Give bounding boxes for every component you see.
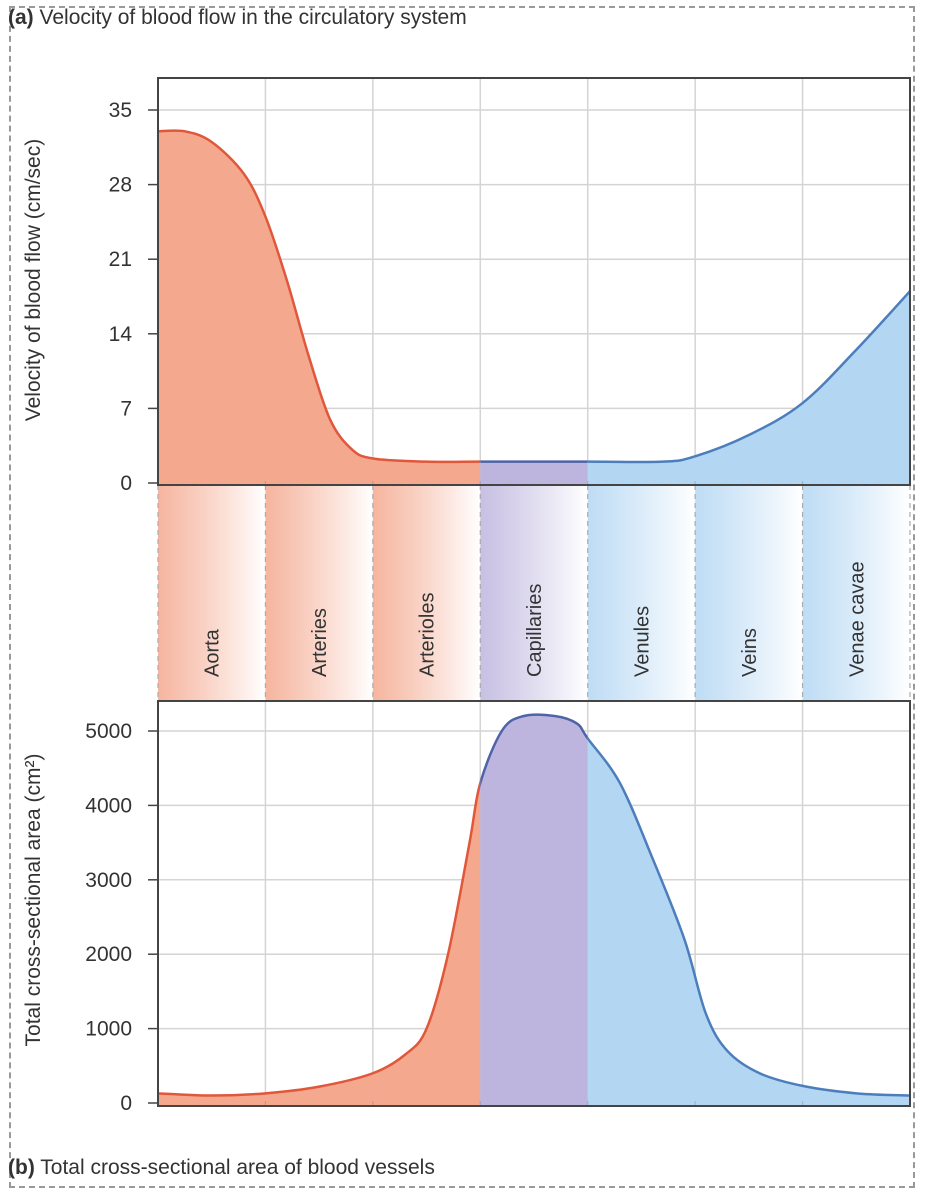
- arterial-area-fill: [158, 130, 481, 485]
- figure-frame: [9, 6, 915, 1188]
- y-tick-label: 4000: [85, 794, 132, 817]
- arterial-curve-line: [158, 778, 481, 1097]
- vessel-band-venules: [587, 485, 696, 701]
- vessel-band-capillaries: [480, 485, 588, 701]
- y-tick-label: 21: [109, 248, 132, 271]
- vessel-label: Venae cavae: [846, 561, 868, 677]
- venous-area-fill: [587, 291, 910, 485]
- y-tick-label: 35: [109, 99, 132, 122]
- plot-border: [157, 700, 911, 1107]
- vessel-band-venae-cavae: [802, 485, 910, 701]
- vessel-band-veins: [695, 485, 803, 701]
- venous-curve-line: [587, 290, 910, 464]
- vessel-label: Aorta: [202, 628, 224, 677]
- y-tick-label: 0: [120, 472, 132, 495]
- velocity-chart: 0 7 14 21 28 35: [109, 77, 911, 495]
- area-y-axis-label: Total cross-sectional area (cm²): [22, 754, 45, 1047]
- arterial-area-fill: [158, 783, 481, 1106]
- vessel-bands: Aorta Arteries Arterioles Capillaries Venule…: [157, 485, 911, 701]
- y-tick-label: 3000: [85, 869, 132, 892]
- vessel-label: Veins: [739, 628, 761, 677]
- vessel-band-arterioles: [372, 485, 481, 701]
- vessel-label: Capillaries: [524, 584, 546, 677]
- velocity-y-axis-label: Velocity of blood flow (cm/sec): [22, 139, 45, 421]
- capillary-curve-line: [480, 713, 588, 788]
- vessel-label: Arterioles: [417, 593, 439, 677]
- vessel-band-arteries: [265, 485, 373, 701]
- plot-border: [157, 77, 911, 486]
- y-tick-label: 5000: [85, 720, 132, 743]
- capillary-area-fill: [480, 461, 588, 485]
- vessel-label: Arteries: [309, 608, 331, 677]
- y-tick-label: 28: [109, 174, 132, 197]
- venous-curve-line: [587, 736, 910, 1097]
- y-tick-label: 14: [109, 323, 133, 346]
- venous-area-fill: [587, 738, 910, 1106]
- vessel-band-aorta: [158, 485, 266, 701]
- caption-b: (b) Total cross-sectional area of blood …: [8, 1156, 435, 1179]
- y-tick-label: 1000: [85, 1018, 132, 1041]
- arterial-curve-line: [158, 129, 481, 464]
- vessel-label: Venules: [631, 606, 653, 677]
- y-tick-label: 7: [120, 397, 132, 420]
- y-tick-label: 2000: [85, 943, 132, 966]
- caption-a: (a) Velocity of blood flow in the circul…: [8, 6, 467, 29]
- area-chart: 0 1000 2000 3000 4000 5000: [85, 700, 911, 1115]
- y-tick-label: 0: [120, 1092, 132, 1115]
- capillary-area-fill: [480, 714, 588, 1106]
